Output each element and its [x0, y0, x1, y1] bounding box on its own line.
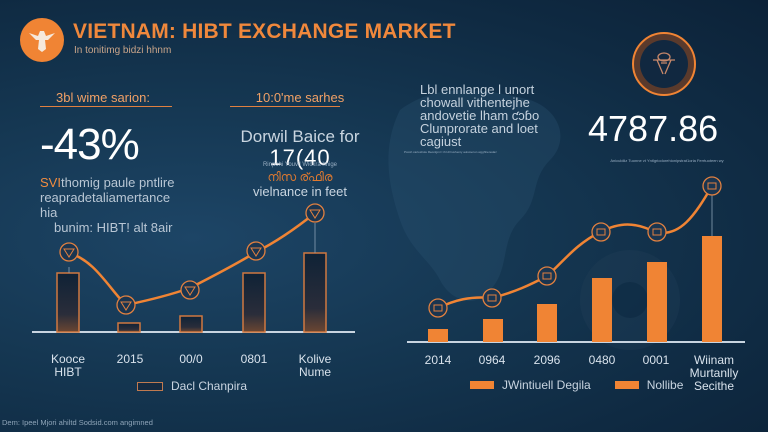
marker-icon: [428, 298, 448, 318]
bar: [303, 252, 327, 333]
x-tick-label: Wiinam Murtanlly Secithe: [689, 353, 739, 393]
marker-icon: [537, 266, 557, 286]
left-chart: [32, 203, 355, 333]
marker-icon: [591, 222, 611, 242]
right-stat-value: 4787.86: [588, 108, 719, 149]
right-paragraph: Lbl ennlange l unort chowall vithentejhe…: [420, 82, 540, 149]
section-label-left: 3bl wime sarion:: [56, 90, 150, 105]
x-tick-label: Kooce HIBT: [50, 352, 86, 379]
mid-subcaption: vielnance in feet: [253, 184, 347, 199]
page-title: VIETNAM: HIBT EXCHANGE MARKET: [73, 20, 456, 43]
trend-line: [437, 185, 714, 310]
stat-description: SVIthomig paule pntlire reapradetaliamer…: [40, 175, 175, 235]
x-tick-label: 0964: [478, 353, 506, 367]
bar: [428, 329, 448, 342]
crossed-tools-icon: [653, 52, 675, 75]
bar: [592, 278, 612, 342]
x-tick-label: 2015: [116, 352, 144, 366]
background-map-shape: [388, 90, 561, 301]
legend-label: JWintiuell Degila: [502, 378, 591, 392]
footer-source: Dem: Ipeel Mjori ahiltd Sodsid.com angim…: [2, 418, 153, 427]
badge-emblem: [632, 32, 696, 96]
x-tick-label: 2014: [424, 353, 452, 367]
x-tick-label: 00/0: [179, 352, 203, 366]
bar: [117, 322, 141, 333]
right-tiny-caption: Pcosh cartoshole Reonlgmr l rhl dl liuxh…: [404, 150, 497, 154]
marker-icon: [647, 222, 667, 242]
bar: [56, 272, 80, 333]
bar: [647, 262, 667, 342]
marker-icon: [305, 203, 325, 223]
eagle-icon: [29, 31, 55, 52]
legend-swatch: [614, 381, 639, 389]
marker-icon: [702, 176, 722, 196]
x-tick-label: Kolive Nume: [298, 352, 332, 379]
legend-label: Nollibe: [646, 378, 684, 392]
x-tick-label: 0001: [642, 353, 670, 367]
bar: [702, 236, 722, 342]
stat-percentage: -43%: [40, 120, 140, 169]
mid-heading: Dorwil Baice for: [240, 127, 360, 146]
bar: [537, 304, 557, 342]
stat-desc-highlight: SVI: [40, 175, 61, 190]
legend-swatch: [470, 381, 494, 389]
mid-tiny-caption: Rinpohi Youvil Wickra hnige: [262, 162, 338, 168]
right-chart: [407, 176, 745, 343]
legend-swatch: [137, 381, 163, 391]
legend-label: Dacl Chanpira: [171, 379, 248, 393]
bar: [242, 272, 266, 333]
mid-number: 17(40: [269, 145, 331, 170]
left-legend: Dacl Chanpira: [137, 379, 247, 393]
right-legend: JWintiuell Degila Nollibe: [470, 378, 683, 392]
section-divider: [40, 106, 172, 107]
marker-icon: [59, 242, 79, 262]
mid-orange-caption: നിസ ര്ഫിര: [267, 170, 333, 184]
marker-icon: [246, 241, 266, 261]
page-subtitle: In tonitimg bidzi hhnm: [74, 45, 172, 56]
brand-logo: [20, 18, 64, 62]
section-label-mid: 10:0'me sarhes: [255, 90, 345, 105]
x-tick-label: 0801: [240, 352, 268, 366]
marker-icon: [482, 288, 502, 308]
x-tick-label: 2096: [533, 353, 561, 367]
section-divider: [230, 106, 340, 107]
marker-icon: [180, 280, 200, 300]
x-tick-label: 0480: [588, 353, 616, 367]
right-stat-caption: Aniculdiiz Tuonne vt Yntlgriodorehionips…: [610, 158, 724, 163]
bar: [483, 319, 503, 342]
marker-icon: [116, 295, 136, 315]
bar: [179, 315, 203, 333]
